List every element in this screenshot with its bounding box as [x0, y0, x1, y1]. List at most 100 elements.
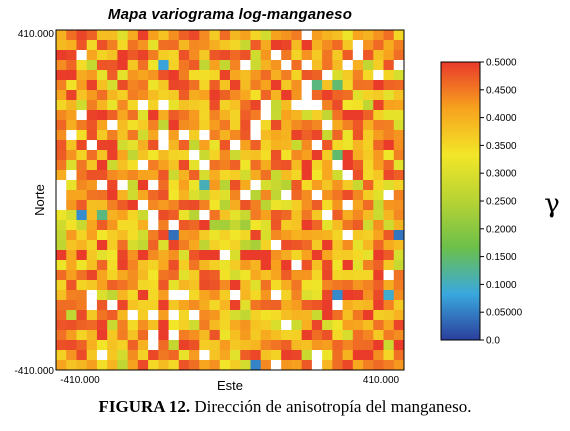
- heatmap-cell: [137, 70, 149, 81]
- heatmap-cell: [250, 110, 262, 121]
- heatmap-cell: [363, 190, 374, 201]
- heatmap-cell: [373, 80, 384, 91]
- heatmap-cell: [209, 350, 221, 361]
- heatmap-cell: [240, 340, 251, 351]
- heatmap-cell: [373, 350, 384, 361]
- heatmap-cell: [281, 80, 292, 91]
- heatmap-cell: [230, 110, 241, 121]
- heatmap-cell: [178, 70, 190, 81]
- heatmap-cell: [127, 90, 139, 101]
- heatmap-cell: [158, 120, 169, 131]
- heatmap-cell: [137, 220, 149, 231]
- heatmap-cell: [209, 320, 221, 331]
- heatmap-cell: [250, 340, 262, 351]
- heatmap-cell: [240, 310, 251, 321]
- heatmap-cell: [178, 170, 190, 181]
- heatmap-cell: [96, 170, 108, 181]
- y-tick-label-bottom: -410.000: [15, 366, 55, 377]
- heatmap-cell: [56, 220, 67, 231]
- heatmap-cell: [363, 80, 374, 91]
- heatmap-cell: [260, 40, 272, 51]
- heatmap-cell: [240, 90, 251, 101]
- heatmap-cell: [373, 30, 384, 41]
- heatmap-cell: [189, 300, 200, 311]
- heatmap-cell: [66, 350, 77, 361]
- heatmap-cell: [383, 260, 395, 271]
- heatmap-cell: [219, 340, 231, 351]
- heatmap-cell: [383, 30, 395, 41]
- heatmap-cell: [56, 330, 67, 341]
- heatmap-cell: [189, 160, 200, 171]
- heatmap-cell: [96, 190, 108, 201]
- heatmap-cell: [240, 280, 251, 291]
- heatmap-cell: [66, 130, 77, 141]
- heatmap-cell: [209, 80, 221, 91]
- heatmap-cell: [250, 190, 262, 201]
- heatmap-cell: [301, 80, 313, 91]
- heatmap-cell: [148, 280, 159, 291]
- heatmap-cell: [209, 240, 221, 251]
- heatmap-cell: [107, 310, 118, 321]
- heatmap-cell: [311, 360, 323, 371]
- heatmap-cell: [260, 340, 272, 351]
- heatmap-cell: [230, 330, 241, 341]
- heatmap-cell: [311, 90, 323, 101]
- heatmap-cell: [209, 270, 221, 281]
- heatmap-cell: [117, 300, 129, 311]
- heatmap-cell: [209, 140, 221, 151]
- heatmap-cell: [127, 270, 139, 281]
- heatmap-cell: [291, 350, 303, 361]
- heatmap-cell: [168, 270, 180, 281]
- heatmap-cell: [363, 340, 374, 351]
- heatmap-cell: [189, 130, 200, 141]
- heatmap-cell: [56, 310, 67, 321]
- heatmap-cell: [311, 150, 323, 161]
- heatmap-cell: [137, 260, 149, 271]
- heatmap-cell: [250, 170, 262, 181]
- heatmap-cell: [383, 240, 395, 251]
- heatmap-cell: [230, 60, 241, 71]
- heatmap-cell: [301, 110, 313, 121]
- heatmap-cell: [158, 230, 169, 241]
- heatmap-cell: [86, 30, 98, 41]
- heatmap-cell: [199, 240, 210, 251]
- heatmap-cell: [393, 200, 405, 211]
- heatmap-cell: [342, 290, 354, 301]
- heatmap-cell: [332, 180, 343, 191]
- heatmap-cell: [66, 360, 77, 371]
- heatmap-cell: [363, 30, 374, 41]
- heatmap-cell: [322, 100, 333, 111]
- heatmap-cell: [270, 40, 282, 51]
- heatmap-cell: [76, 260, 88, 271]
- heatmap-cell: [86, 200, 98, 211]
- heatmap-cell: [66, 70, 77, 81]
- heatmap-cell: [322, 310, 333, 321]
- colorbar-label: γ: [544, 189, 560, 219]
- heatmap-cell: [393, 180, 405, 191]
- heatmap-cell: [137, 30, 149, 41]
- heatmap-cell: [178, 320, 190, 331]
- heatmap-cell: [373, 90, 384, 101]
- heatmap-cell: [168, 130, 180, 141]
- heatmap-cell: [352, 300, 364, 311]
- heatmap-cell: [219, 270, 231, 281]
- heatmap-cell: [301, 120, 313, 131]
- heatmap-cell: [240, 220, 251, 231]
- heatmap-cell: [322, 180, 333, 191]
- heatmap-cell: [373, 110, 384, 121]
- heatmap-cell: [373, 140, 384, 151]
- heatmap-cell: [342, 250, 354, 261]
- heatmap-cell: [199, 30, 210, 41]
- heatmap-cell: [189, 150, 200, 161]
- heatmap-cell: [127, 220, 139, 231]
- heatmap-cell: [199, 220, 210, 231]
- heatmap-cell: [373, 160, 384, 171]
- x-tick-label-right: 410.000: [363, 375, 400, 386]
- heatmap-cell: [158, 200, 169, 211]
- heatmap-cell: [199, 70, 210, 81]
- heatmap-cell: [352, 190, 364, 201]
- heatmap-cell: [373, 250, 384, 261]
- heatmap-cell: [291, 30, 303, 41]
- heatmap-cell: [86, 340, 98, 351]
- heatmap-cell: [301, 160, 313, 171]
